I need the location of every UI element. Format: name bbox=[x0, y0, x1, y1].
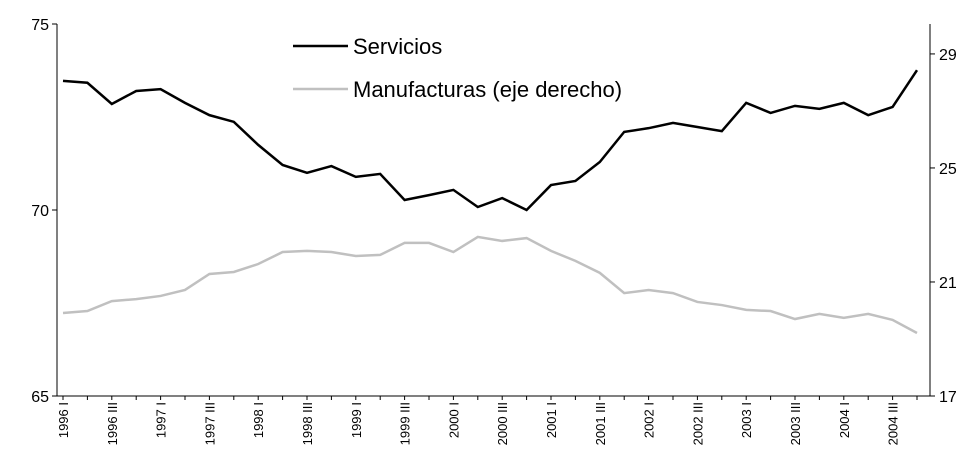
x-tick-label: 2000 I bbox=[446, 402, 461, 438]
x-tick-label: 1996 III bbox=[105, 402, 120, 445]
y2-tick-label: 17 bbox=[939, 389, 957, 406]
legend-label: Servicios bbox=[353, 34, 442, 59]
x-tick-label: 2002 I bbox=[642, 402, 657, 438]
series-line bbox=[62, 235, 918, 335]
x-tick-label: 1998 I bbox=[251, 402, 266, 438]
x-tick-label: 2003 III bbox=[788, 402, 803, 445]
x-tick-label: 1996 I bbox=[56, 402, 71, 438]
x-tick-label: 1999 III bbox=[398, 402, 413, 445]
y-tick-label: 70 bbox=[31, 203, 49, 220]
y2-tick-label: 25 bbox=[939, 161, 957, 178]
x-tick-label: 2004 III bbox=[886, 402, 901, 445]
x-tick-label: 2003 I bbox=[739, 402, 754, 438]
x-tick-label: 1997 III bbox=[202, 402, 217, 445]
x-tick-label: 2001 I bbox=[544, 402, 559, 438]
x-tick-label: 1998 III bbox=[300, 402, 315, 445]
x-tick-label: 2001 III bbox=[593, 402, 608, 445]
x-tick-label: 1999 I bbox=[349, 402, 364, 438]
x-tick-label: 1997 I bbox=[154, 402, 169, 438]
legend-label: Manufacturas (eje derecho) bbox=[353, 77, 622, 102]
x-tick-label: 2000 III bbox=[495, 402, 510, 445]
x-tick-label: 2002 III bbox=[690, 402, 705, 445]
x-tick-label: 2004 I bbox=[837, 402, 852, 438]
y2-tick-label: 21 bbox=[939, 275, 957, 292]
y-tick-label: 75 bbox=[31, 17, 49, 34]
series-line bbox=[62, 69, 919, 212]
y-tick-label: 65 bbox=[31, 389, 49, 406]
y2-tick-label: 29 bbox=[939, 47, 957, 64]
